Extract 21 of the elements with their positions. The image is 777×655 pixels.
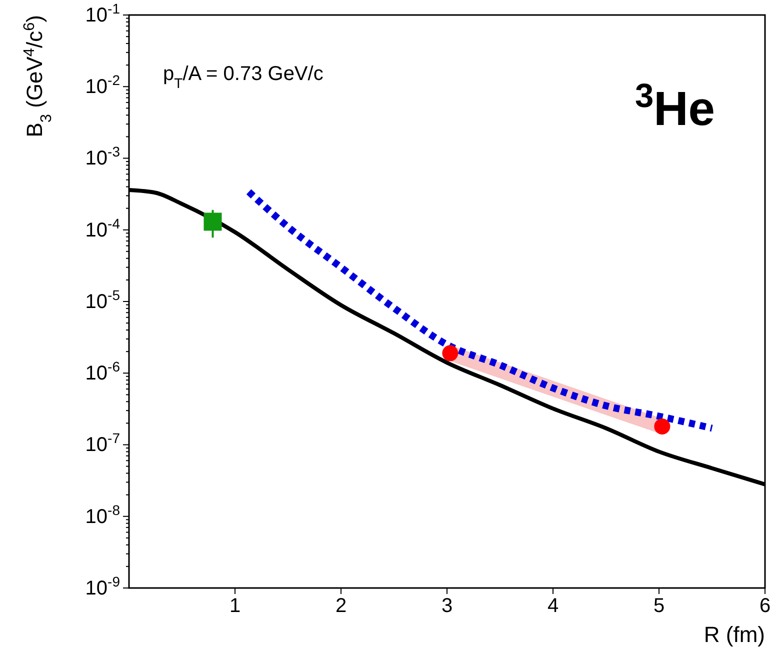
y-tick-label: 10$^{-2}$ — [85, 72, 120, 98]
point — [442, 345, 458, 362]
point — [204, 212, 222, 231]
y-tick-label: 10$^{-5}$ — [85, 286, 120, 313]
annotation: p$_{T}$/A = 0.73 GeV/c — [163, 63, 324, 91]
y-tick-label: 10$^{-1}$ — [85, 0, 120, 26]
y-tick-label: 10$^{-7}$ — [85, 430, 120, 456]
y-tick-label: 10$^{-3}$ — [85, 144, 120, 170]
x-tick-label: 3 — [441, 595, 453, 618]
y-tick-label: 10$^{-8}$ — [85, 502, 120, 528]
x-tick-label: 2 — [335, 595, 347, 618]
x-axis-title: R (fm) — [704, 622, 765, 647]
point — [654, 418, 670, 434]
y-tick-label: 10$^{-4}$ — [85, 215, 120, 242]
x-tick-label: 4 — [547, 595, 559, 618]
x-tick-label: 1 — [229, 595, 241, 618]
x-tick-label: 5 — [653, 595, 665, 618]
y-tick-label: 10$^{-9}$ — [85, 573, 120, 600]
x-tick-label: 6 — [759, 595, 771, 618]
annotation: $^{3}$He — [634, 78, 715, 136]
y-tick-label: 10$^{-6}$ — [85, 358, 120, 385]
